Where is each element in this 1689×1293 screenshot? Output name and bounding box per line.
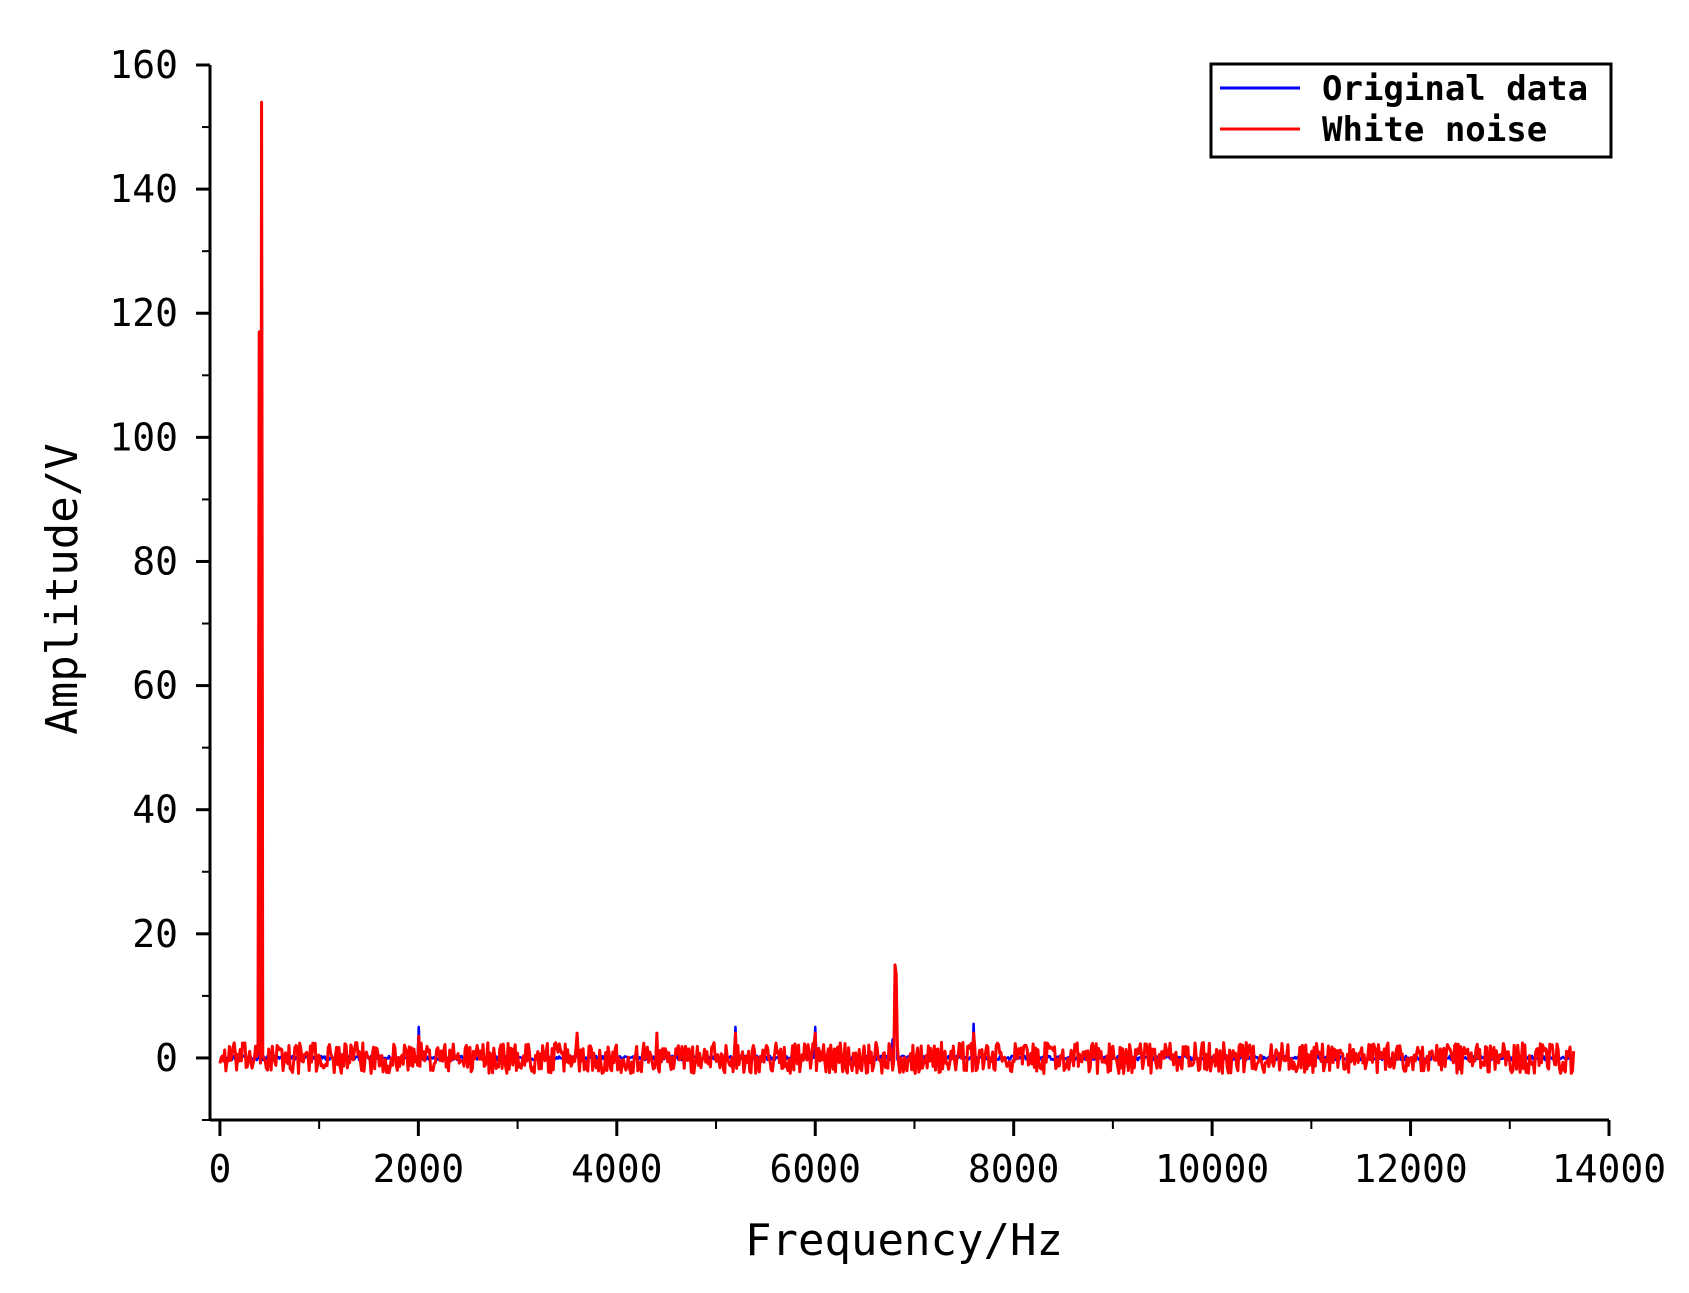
legend-label-white-noise: White noise [1322,110,1547,150]
series-line-white-noise [218,100,1576,1075]
legend: Original data White noise [1209,62,1613,159]
x-tick-label: 0 [208,1147,231,1191]
x-tick-label: 14000 [1552,1147,1666,1191]
y-tick-label: 160 [109,43,178,87]
y-tick-label: 100 [109,415,178,459]
x-tick-label: 6000 [769,1147,861,1191]
y-tick-label: 140 [109,167,178,211]
y-tick-label: 80 [132,539,178,583]
x-tick-label: 2000 [373,1147,465,1191]
legend-label-original-data: Original data [1322,69,1588,109]
x-tick-label: 10000 [1155,1147,1269,1191]
x-tick-label: 12000 [1353,1147,1467,1191]
y-axis-title: Amplitude/V [37,443,88,734]
x-axis-title: Frequency/Hz [745,1215,1063,1266]
legend-box [1209,62,1613,159]
y-tick-label: 40 [132,788,178,832]
y-tick-label: 20 [132,912,178,956]
x-tick-label: 8000 [968,1147,1060,1191]
y-tick-label: 60 [132,664,178,708]
x-tick-label: 4000 [571,1147,663,1191]
y-tick-label: 120 [109,291,178,335]
series-line-original-data [219,100,1575,1062]
y-tick-label: 0 [155,1036,178,1080]
series-layer [218,100,1576,1075]
axes-layer: 0 20 40 60 80 100 120 140 160 0 2000 4000 6000 8000 10… [109,43,1666,1191]
